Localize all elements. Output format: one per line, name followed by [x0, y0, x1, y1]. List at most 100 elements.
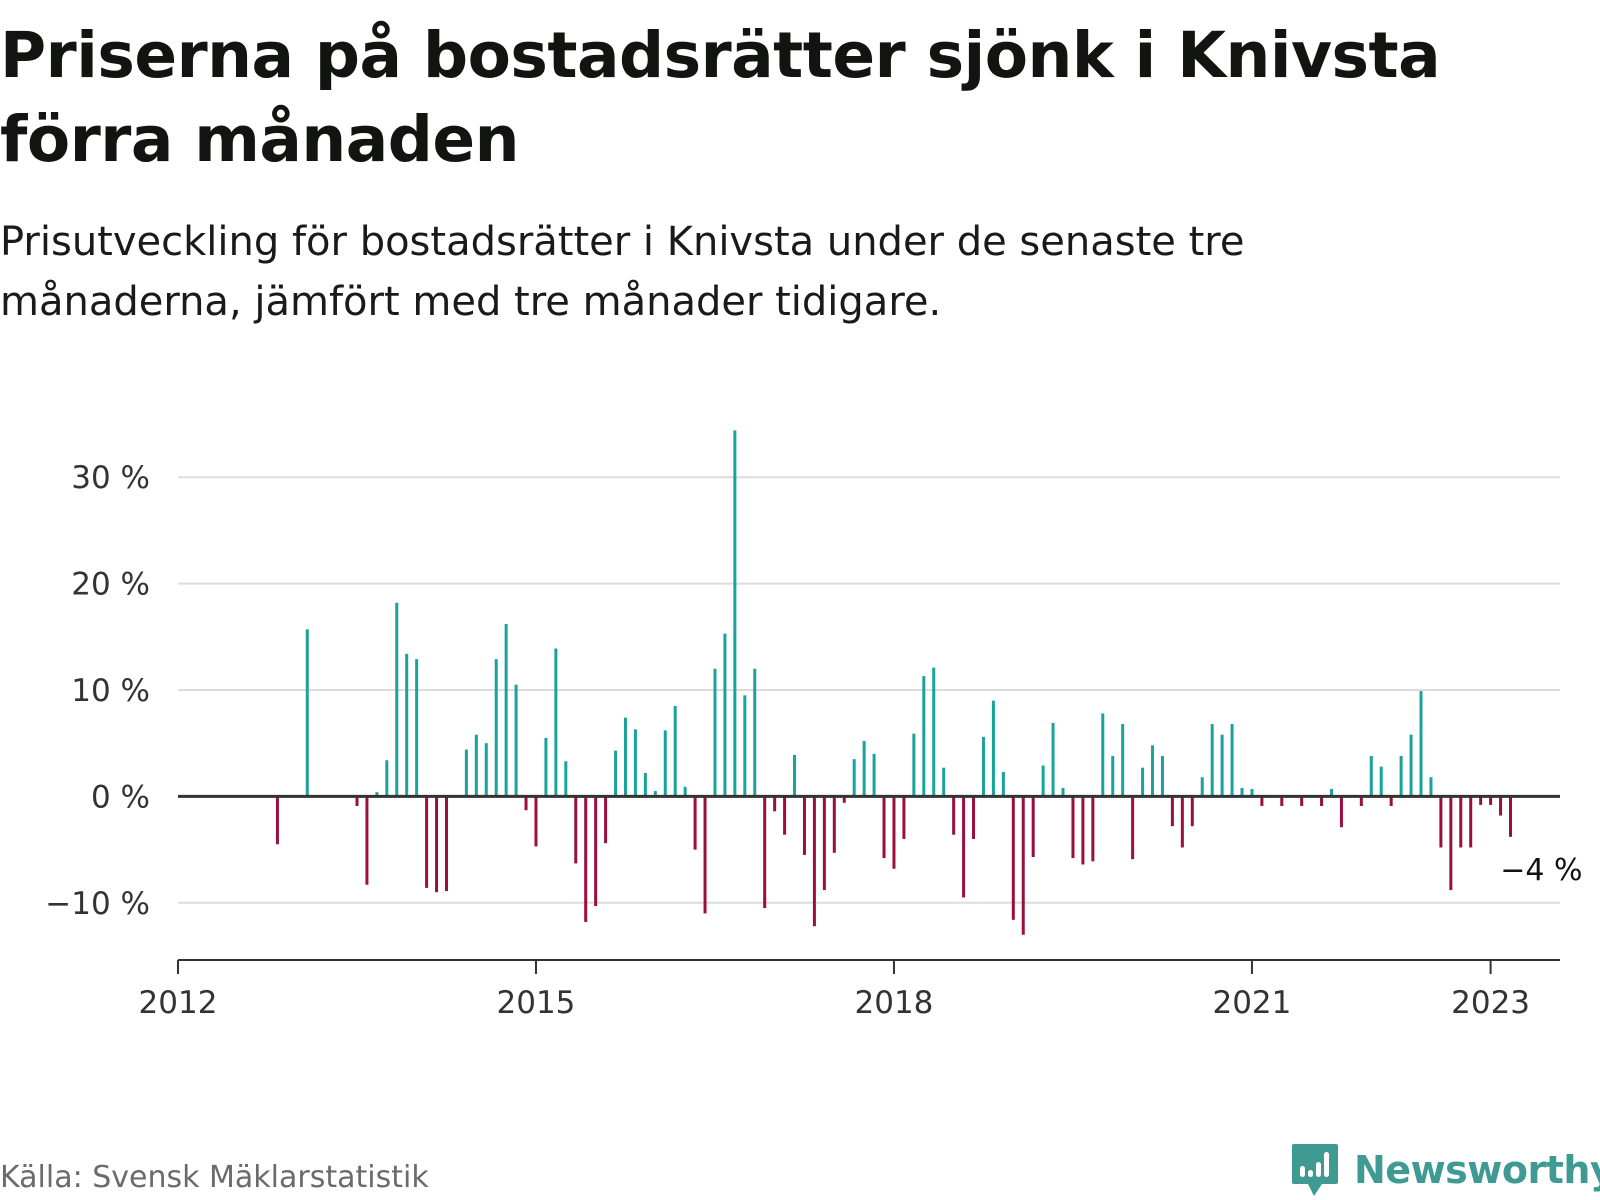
bar	[1459, 796, 1463, 848]
bar-chart: −10 % 0 % 10 % 20 % 30 % 2012 2015 2018 2021 202…	[45, 430, 1582, 1021]
bar-chart-speech-bubble-icon	[1292, 1144, 1338, 1196]
bar	[1180, 796, 1184, 848]
bar	[1320, 796, 1324, 806]
bar	[1489, 796, 1493, 805]
bar	[1300, 796, 1304, 806]
bar	[1081, 796, 1085, 865]
bar	[743, 695, 747, 797]
bar	[1240, 787, 1244, 797]
bar	[932, 667, 936, 797]
bar	[1200, 777, 1204, 797]
bar	[435, 796, 439, 893]
bar	[802, 796, 806, 855]
bar	[544, 737, 548, 797]
bar	[812, 796, 816, 927]
bar	[375, 792, 379, 797]
bar	[962, 796, 966, 898]
x-tick-label: 2015	[497, 985, 576, 1021]
bar	[1001, 771, 1005, 797]
bar	[673, 705, 677, 797]
bar	[1141, 767, 1145, 797]
bar	[942, 767, 946, 797]
bar	[614, 750, 618, 797]
y-tick-label: 30 %	[71, 460, 150, 496]
bar	[683, 786, 687, 797]
bar	[633, 729, 637, 797]
bar	[1160, 755, 1164, 797]
bar	[275, 796, 279, 845]
bar	[1220, 734, 1224, 797]
bar	[564, 761, 568, 797]
bar	[1071, 796, 1075, 859]
bar	[514, 684, 518, 797]
bar	[1260, 796, 1264, 806]
last-value-annotation: −4 %	[1500, 853, 1582, 888]
bar	[773, 796, 777, 812]
bar	[1151, 745, 1155, 797]
bar	[872, 753, 876, 797]
bar	[464, 749, 468, 797]
bar	[1399, 755, 1403, 797]
bar	[524, 796, 528, 811]
bar	[494, 659, 498, 797]
bar	[504, 624, 508, 797]
bar	[1051, 722, 1055, 797]
bar	[385, 760, 389, 797]
bar	[1379, 766, 1383, 797]
x-tick-label: 2023	[1451, 985, 1530, 1021]
bar	[623, 717, 627, 797]
bar	[1230, 724, 1234, 797]
bar	[1508, 796, 1512, 837]
bar	[653, 791, 657, 797]
bar	[1041, 765, 1045, 797]
bar	[1389, 796, 1393, 806]
bar	[832, 796, 836, 853]
bar	[574, 796, 578, 864]
bar	[892, 796, 896, 869]
bar	[425, 796, 429, 888]
bar	[1061, 787, 1065, 797]
bar	[554, 648, 558, 797]
bar	[1091, 796, 1095, 862]
bar	[1339, 796, 1343, 828]
y-tick-label: 20 %	[71, 567, 150, 603]
x-tick-label: 2018	[855, 985, 934, 1021]
bar	[1190, 796, 1194, 827]
bar	[484, 743, 488, 797]
bar	[405, 653, 409, 797]
bar	[355, 796, 359, 806]
bar	[1330, 788, 1334, 797]
bar	[713, 668, 717, 797]
y-tick-label: 10 %	[71, 673, 150, 709]
gridlines	[178, 476, 1560, 904]
bar	[534, 796, 538, 847]
bar	[1280, 796, 1284, 806]
bar	[1101, 713, 1105, 797]
x-tick-label: 2021	[1212, 985, 1291, 1021]
bar	[1111, 755, 1115, 797]
bar	[862, 741, 866, 797]
bar	[763, 796, 767, 909]
bar	[1131, 796, 1135, 860]
bar	[991, 700, 995, 797]
bar	[952, 796, 956, 835]
bar	[1359, 796, 1363, 806]
bar	[1170, 796, 1174, 827]
bar	[1409, 734, 1413, 797]
bar	[793, 754, 797, 797]
bar	[922, 676, 926, 797]
bar	[842, 796, 846, 803]
bar	[1419, 691, 1423, 797]
bar	[753, 668, 757, 797]
x-axis: 2012 2015 2018 2021 2023	[139, 959, 1560, 1021]
y-tick-label: −10 %	[45, 886, 150, 922]
brand-name: Newsworthy	[1354, 1148, 1600, 1192]
bar	[395, 602, 399, 797]
bar	[902, 796, 906, 839]
y-tick-label: 0 %	[91, 779, 150, 815]
bar	[1121, 724, 1125, 797]
bar	[1210, 724, 1214, 797]
bar	[822, 796, 826, 891]
source-credit: Källa: Svensk Mäklarstatistik	[0, 1160, 429, 1195]
chart-subtitle: Prisutveckling för bostadsrätter i Knivs…	[0, 219, 1245, 325]
